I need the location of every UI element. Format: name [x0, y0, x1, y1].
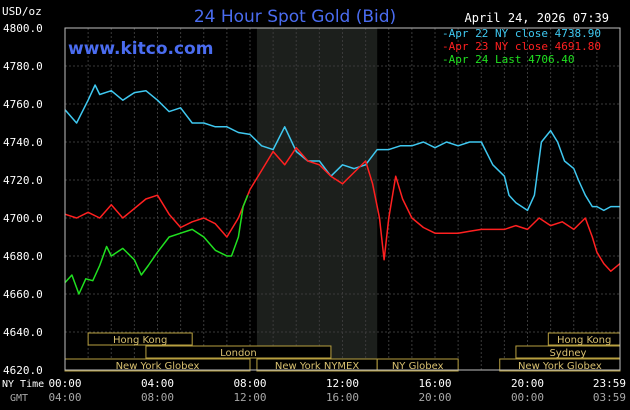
y-tick-label: 4800.0: [3, 22, 43, 35]
session-label: London: [220, 348, 257, 359]
legend-entry: -Apr 22 NY close 4738.90: [442, 27, 601, 40]
x-label-ny: NY Time: [2, 379, 44, 390]
y-tick-label: 4780.0: [3, 60, 43, 73]
date-text: April 24, 2026 07:39: [465, 11, 610, 25]
x-tick-label-ny: 16:00: [418, 377, 451, 390]
x-tick-label-ny: 00:00: [48, 377, 81, 390]
nymex-session-shading: [256, 28, 378, 370]
x-tick-label-gmt: 16:00: [326, 391, 359, 404]
session-label: New York NYMEX: [275, 361, 360, 372]
legend-entry: -Apr 23 NY close 4691.80: [442, 40, 601, 53]
x-tick-label-ny: 20:00: [511, 377, 544, 390]
price-series-line-2: [64, 146, 621, 272]
x-tick-label-gmt: 03:59: [593, 391, 626, 404]
session-label: Sydney: [549, 348, 586, 359]
session-label: NY Globex: [392, 361, 444, 372]
x-tick-label-gmt: 12:00: [233, 391, 266, 404]
x-tick-label-gmt: 04:00: [48, 391, 81, 404]
y-tick-label: 4620.0: [3, 364, 43, 377]
y-tick-label: 4720.0: [3, 174, 43, 187]
price-series-line-1: [64, 84, 620, 212]
x-label-gmt: GMT: [10, 393, 28, 404]
plot-border: [64, 27, 621, 371]
session-label: New York Globex: [116, 361, 200, 372]
x-tick-label-ny: 23:59: [593, 377, 626, 390]
price-series-line-3: [64, 194, 249, 295]
y-tick-label: 4660.0: [3, 288, 43, 301]
y-unit-label: USD/oz: [2, 5, 42, 18]
x-tick-label-gmt: 00:00: [511, 391, 544, 404]
session-label: Hong Kong: [557, 335, 611, 346]
x-tick-label-ny: 04:00: [141, 377, 174, 390]
session-label: Hong Kong: [113, 335, 167, 346]
session-bar: [376, 358, 459, 372]
y-tick-label: 4640.0: [3, 326, 43, 339]
x-tick-label-gmt: 20:00: [418, 391, 451, 404]
x-tick-label-ny: 08:00: [233, 377, 266, 390]
session-label: New York Globex: [518, 361, 602, 372]
y-tick-label: 4740.0: [3, 136, 43, 149]
session-bar: [87, 332, 193, 346]
y-tick-label: 4760.0: [3, 98, 43, 111]
session-bar: [145, 345, 332, 359]
y-tick-label: 4680.0: [3, 250, 43, 263]
chart-title: 24 Hour Spot Gold (Bid): [194, 7, 396, 27]
watermark: www.kitco.com: [68, 39, 213, 59]
legend-entry: -Apr 24 Last 4706.40: [442, 53, 574, 66]
y-tick-label: 4700.0: [3, 212, 43, 225]
x-tick-label-gmt: 08:00: [141, 391, 174, 404]
x-tick-label-ny: 12:00: [326, 377, 359, 390]
